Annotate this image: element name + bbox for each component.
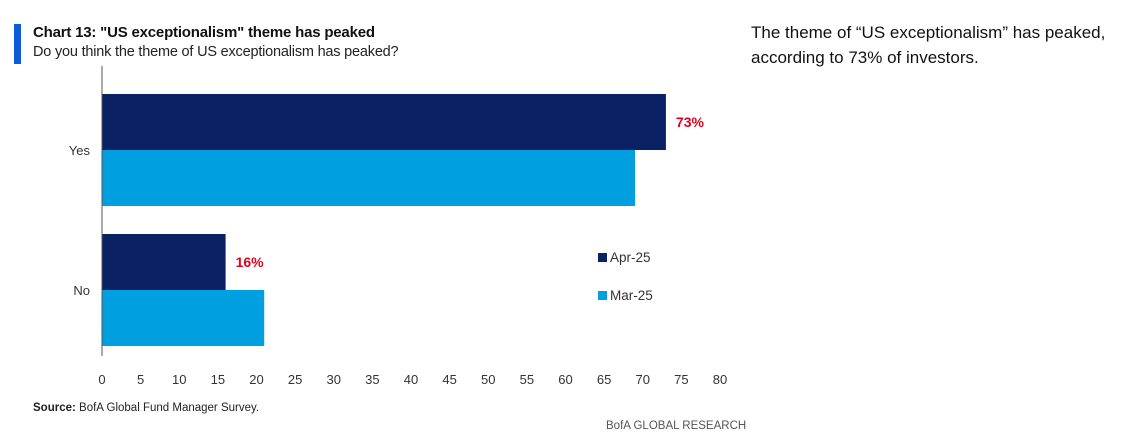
- x-tick-label: 65: [597, 372, 611, 387]
- x-tick-label: 5: [137, 372, 144, 387]
- x-tick-label: 50: [481, 372, 495, 387]
- bar-yes-mar-25: [102, 150, 636, 206]
- source-note: Source: BofA Global Fund Manager Survey.: [33, 402, 259, 414]
- bars-group: [102, 94, 666, 346]
- data-label-yes: 73%: [676, 114, 705, 130]
- bar-yes-apr-25: [102, 94, 666, 150]
- x-tick-label: 10: [172, 372, 186, 387]
- chart-subtitle: Do you think the theme of US exceptional…: [33, 44, 399, 60]
- footer-brand: BofA GLOBAL RESEARCH: [606, 420, 747, 432]
- x-tick-label: 55: [520, 372, 534, 387]
- x-tick-label: 45: [442, 372, 456, 387]
- bar-no-mar-25: [102, 290, 265, 346]
- legend-label-mar-25: Mar-25: [610, 288, 653, 303]
- x-tick-label: 20: [249, 372, 263, 387]
- legend-swatch-apr-25: [598, 253, 607, 262]
- x-tick-label: 70: [636, 372, 650, 387]
- source-label: Source:: [33, 402, 76, 414]
- x-tick-label: 25: [288, 372, 302, 387]
- source-text: BofA Global Fund Manager Survey.: [75, 402, 260, 414]
- bar-no-apr-25: [102, 234, 226, 290]
- x-tick-label: 80: [713, 372, 727, 387]
- data-label-no: 16%: [236, 254, 265, 270]
- axes-group: Yes No 0 5 10 15 20 25 30 35 40 45 50 55 60 65 70 75 80: [69, 66, 727, 387]
- category-label-yes: Yes: [69, 143, 91, 158]
- x-tick-label: 40: [404, 372, 418, 387]
- legend-label-apr-25: Apr-25: [610, 250, 651, 265]
- x-tick-label: 30: [327, 372, 341, 387]
- commentary-text: The theme of “US exceptionalism” has pea…: [751, 23, 1106, 67]
- legend: Apr-25 Mar-25: [598, 250, 653, 303]
- category-label-no: No: [73, 283, 90, 298]
- x-tick-label: 60: [558, 372, 572, 387]
- labels-group: 73% 16%: [236, 114, 705, 270]
- x-tick-label: 35: [365, 372, 379, 387]
- x-tick-label: 15: [211, 372, 225, 387]
- title-accent-bar: [14, 24, 21, 64]
- x-tick-label: 0: [98, 372, 105, 387]
- legend-swatch-mar-25: [598, 291, 607, 300]
- x-tick-label: 75: [674, 372, 688, 387]
- chart-title: Chart 13: "US exceptionalism" theme has …: [33, 24, 375, 41]
